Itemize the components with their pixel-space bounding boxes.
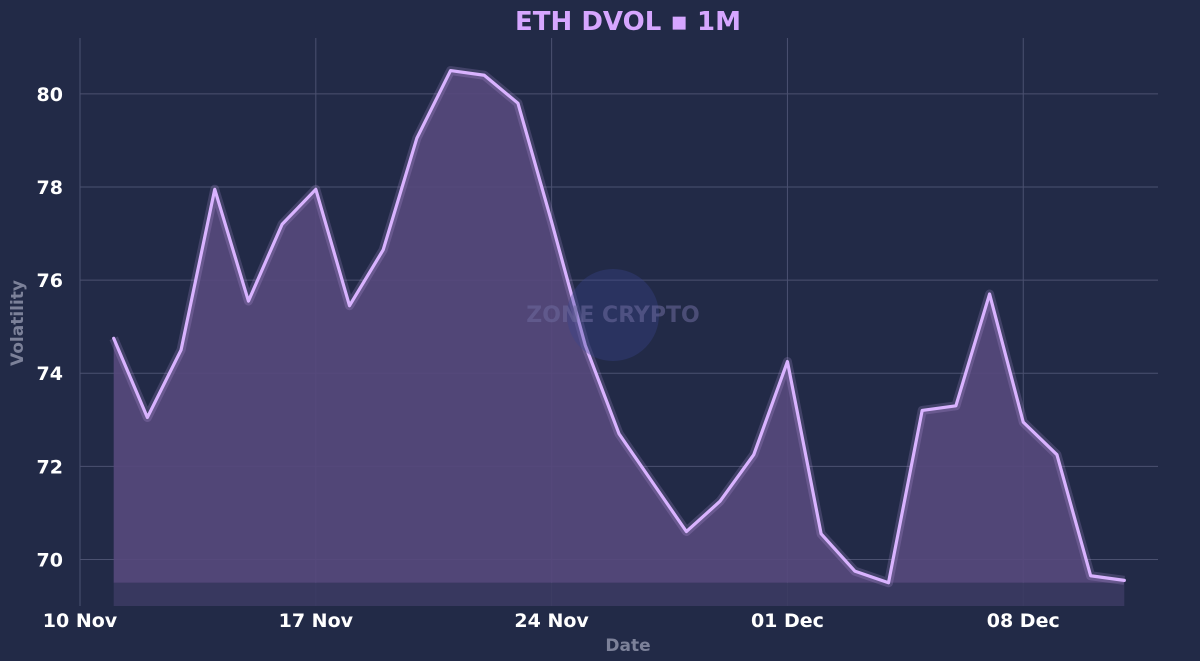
x-tick-label: 24 Nov bbox=[514, 610, 589, 632]
y-tick-label: 80 bbox=[37, 84, 63, 106]
plot-area bbox=[109, 66, 1126, 606]
x-tick-label: 08 Dec bbox=[987, 610, 1060, 632]
watermark-text: ZONE CRYPTO bbox=[526, 303, 699, 328]
watermark-logo: ZONE CRYPTO bbox=[526, 269, 700, 361]
y-tick-label: 70 bbox=[37, 549, 63, 571]
y-tick-label: 74 bbox=[37, 363, 63, 385]
x-axis-title: Date bbox=[605, 636, 650, 656]
x-tick-label: 01 Dec bbox=[751, 610, 824, 632]
x-tick-label: 10 Nov bbox=[43, 610, 118, 632]
series-line bbox=[112, 68, 1126, 585]
y-tick-label: 78 bbox=[37, 177, 63, 199]
y-tick-label: 72 bbox=[37, 456, 63, 478]
axes: 70 72 74 76 78 80 10 Nov 17 Nov 24 Nov 01 Dec 08 D… bbox=[37, 84, 1060, 632]
baseline-band bbox=[113, 582, 1125, 606]
y-tick-label: 76 bbox=[37, 270, 63, 292]
area-fill bbox=[113, 70, 1125, 583]
chart-title: ETH DVOL ▪ 1M bbox=[515, 7, 741, 37]
y-axis-title: Volatility bbox=[8, 280, 28, 366]
x-tick-label: 17 Nov bbox=[279, 610, 354, 632]
